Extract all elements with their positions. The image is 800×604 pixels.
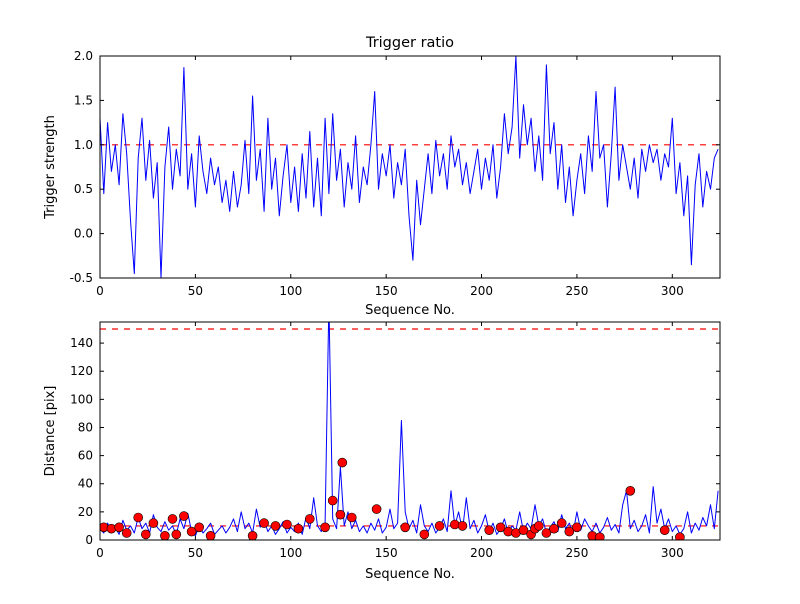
- svg-text:150: 150: [375, 284, 398, 298]
- svg-text:140: 140: [70, 336, 93, 350]
- svg-text:100: 100: [279, 546, 302, 560]
- svg-text:2.0: 2.0: [74, 49, 93, 63]
- svg-text:300: 300: [661, 284, 684, 298]
- svg-text:100: 100: [279, 284, 302, 298]
- svg-text:50: 50: [188, 546, 203, 560]
- svg-text:300: 300: [661, 546, 684, 560]
- svg-text:50: 50: [188, 284, 203, 298]
- svg-text:200: 200: [470, 284, 493, 298]
- top-yaxis-label: Trigger strength: [43, 115, 58, 220]
- bottom-plot-axes: 0 50 100 150 200 250 300 0 20 40 60 80 100 120 140: [70, 321, 721, 560]
- svg-text:100: 100: [70, 392, 93, 406]
- svg-text:-0.5: -0.5: [70, 271, 93, 285]
- svg-text:250: 250: [565, 284, 588, 298]
- svg-text:1.5: 1.5: [74, 93, 93, 107]
- svg-text:60: 60: [78, 449, 93, 463]
- svg-text:120: 120: [70, 364, 93, 378]
- bottom-xaxis-label: Sequence No.: [365, 567, 455, 582]
- bottom-yaxis-label: Distance [pix]: [43, 386, 58, 477]
- svg-text:40: 40: [78, 477, 93, 491]
- svg-text:200: 200: [470, 546, 493, 560]
- svg-text:0: 0: [96, 284, 104, 298]
- plot-title: Trigger ratio: [365, 35, 454, 51]
- svg-text:80: 80: [78, 420, 93, 434]
- svg-text:0.0: 0.0: [74, 227, 93, 241]
- svg-text:20: 20: [78, 505, 93, 519]
- svg-text:0: 0: [85, 533, 93, 547]
- svg-text:0: 0: [96, 546, 104, 560]
- top-plot: 0 50 100 150 200 250 300 2.0 1.5 1.0 0.5 0.0 -0.5 Tr…: [43, 35, 721, 318]
- svg-text:0.5: 0.5: [74, 182, 93, 196]
- bottom-plot: 0 50 100 150 200 250 300 0 20 40 60 80 100 120 140 Seq…: [43, 321, 721, 582]
- svg-text:250: 250: [565, 546, 588, 560]
- top-xaxis-label: Sequence No.: [365, 303, 455, 318]
- svg-text:150: 150: [375, 546, 398, 560]
- top-plot-axes: 0 50 100 150 200 250 300 2.0 1.5 1.0 0.5 0.0 -0.5: [70, 49, 721, 298]
- svg-text:1.0: 1.0: [74, 138, 93, 152]
